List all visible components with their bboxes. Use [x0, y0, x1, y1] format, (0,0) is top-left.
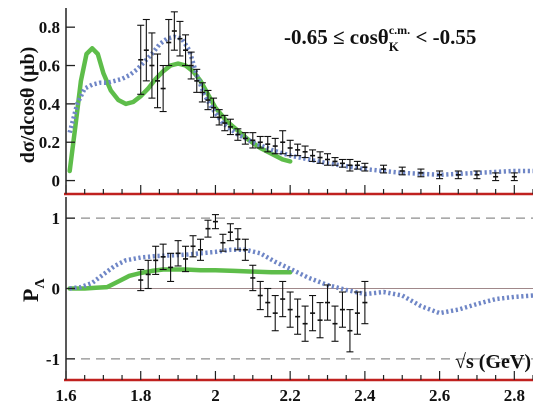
annotation-prefix: -0.65 ≤ cosθ	[284, 25, 389, 49]
top-solid-model-curve	[67, 46, 293, 174]
top-y-axis-label: dσ/dcosθ (μb)	[17, 47, 39, 164]
annotation-suffix: < -0.55	[410, 25, 476, 49]
x-tick-label: 2.4	[354, 386, 376, 404]
angle-range-annotation: -0.65 ≤ cosθKc.m. < -0.55	[284, 23, 476, 54]
x-tick-label: 1.8	[130, 386, 151, 404]
bottom-data-points	[137, 214, 369, 353]
top-y-tick-label: 0.6	[39, 57, 60, 76]
annotation-subscript: K	[389, 39, 400, 54]
bottom-axes: -1 0 1 1.6 1.8 2 2.2 2.4 2.6 2.8	[46, 197, 533, 404]
bottom-solid-model-curve	[67, 267, 293, 291]
x-axis-label: √s (GeV)	[455, 351, 531, 373]
bottom-reference-lines	[66, 217, 533, 360]
bottom-y-axis-label: PΛ	[18, 279, 48, 303]
top-dotted-model-curve	[67, 34, 533, 178]
x-tick-label: 2	[211, 386, 220, 404]
top-y-tick-label: 0.8	[39, 18, 60, 37]
x-tick-label: 2.2	[280, 386, 301, 404]
x-tick-label: 2.6	[429, 386, 450, 404]
top-axes: 0 0.2 0.4 0.6 0.8	[39, 8, 533, 196]
bottom-dotted-model-curve	[69, 247, 533, 316]
top-y-tick-label: 0.2	[39, 133, 60, 152]
bottom-y-axis-label-sub: Λ	[33, 279, 48, 289]
bottom-y-axis-label-main: P	[18, 289, 43, 302]
x-tick-label: 2.8	[504, 386, 525, 404]
bottom-series-layer	[67, 214, 533, 353]
bottom-y-tick-label: -1	[46, 350, 60, 369]
top-y-tick-label: 0	[52, 172, 61, 191]
top-y-tick-label: 0.4	[39, 95, 61, 114]
x-tick-label: 1.6	[55, 386, 76, 404]
top-panel: 0 0.2 0.4 0.6 0.8 dσ/dcosθ (μb) -0.65 ≤ cosθ…	[17, 8, 533, 196]
bottom-y-tick-label: 0	[52, 280, 61, 299]
top-data-points	[137, 11, 518, 182]
bottom-panel: -1 0 1 1.6 1.8 2 2.2 2.4 2.6 2.8 PΛ √s (GeV)	[18, 197, 533, 404]
annotation-superscript: c.m.	[389, 23, 410, 37]
bottom-y-tick-label: 1	[52, 209, 61, 228]
top-series-layer	[67, 11, 533, 182]
